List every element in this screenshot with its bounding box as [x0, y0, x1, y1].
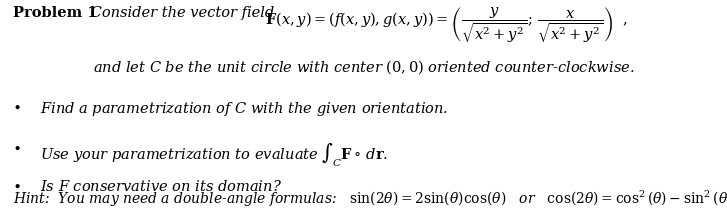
Text: Find a parametrization of $C$ with the given orientation.: Find a parametrization of $C$ with the g… [40, 100, 449, 118]
Text: $\mathbf{F}(x,y) = (f(x,y),g(x,y)) = \left(\dfrac{y}{\sqrt{x^2+y^2}};\,\dfrac{x}: $\mathbf{F}(x,y) = (f(x,y),g(x,y)) = \le… [265, 6, 629, 46]
Text: and let $C$ be the unit circle with center $(0,0)$ oriented counter-clockwise.: and let $C$ be the unit circle with cent… [92, 59, 635, 76]
Text: Consider the vector field: Consider the vector field [86, 6, 278, 20]
Text: Problem 1: Problem 1 [13, 6, 97, 20]
Text: Is $F$ conservative on its domain?: Is $F$ conservative on its domain? [40, 179, 282, 194]
Text: Use your parametrization to evaluate $\int_C \mathbf{F} \circ\, d\mathbf{r}$.: Use your parametrization to evaluate $\i… [40, 141, 388, 169]
Text: $\bullet$: $\bullet$ [13, 179, 20, 193]
Text: $\bullet$: $\bullet$ [13, 141, 20, 155]
Text: Hint:  You may need a double-angle formulas:   $\sin(2\theta) = 2\sin(\theta)\co: Hint: You may need a double-angle formul… [13, 189, 727, 209]
Text: $\bullet$: $\bullet$ [13, 100, 20, 114]
